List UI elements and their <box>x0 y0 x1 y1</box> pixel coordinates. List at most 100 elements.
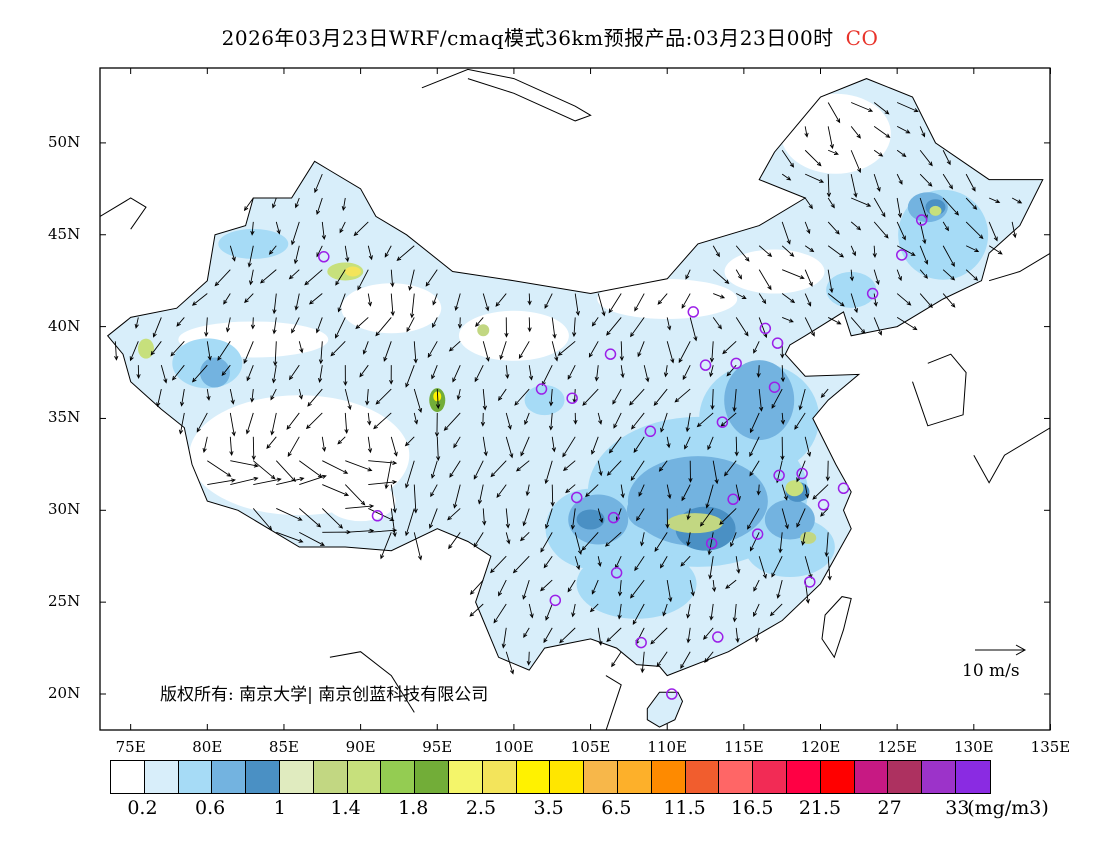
wind-arrow <box>337 436 346 445</box>
wind-arrow <box>293 245 300 265</box>
colorbar-swatch <box>516 761 551 793</box>
wind-arrow <box>896 125 911 134</box>
wind-arrow <box>229 388 235 405</box>
wind-arrow <box>919 269 929 279</box>
wind-arrow <box>707 436 714 451</box>
coastline <box>100 197 147 230</box>
wind-arrow <box>896 149 907 158</box>
colorbar-label: 0.6 <box>195 797 226 819</box>
wind-arrow <box>712 245 720 258</box>
wind-arrow <box>299 460 323 478</box>
colorbar-label: 27 <box>877 797 902 819</box>
wind-arrow <box>781 245 795 257</box>
wind-arrow <box>824 532 829 558</box>
colorbar-swatch <box>685 761 720 793</box>
map-frame <box>99 67 1051 731</box>
wind-arrow <box>872 245 877 258</box>
colorbar-swatch <box>178 761 213 793</box>
wind-arrow <box>620 365 625 379</box>
wind-arrow <box>685 269 691 280</box>
wind-arrow <box>684 436 691 450</box>
wind-arrow <box>588 341 599 358</box>
wind-arrow <box>873 221 889 239</box>
wind-arrow <box>245 412 254 435</box>
wind-arrow <box>630 460 645 482</box>
wind-arrow <box>365 389 370 406</box>
wind-arrow <box>850 174 858 198</box>
copyright-credit: 版权所有: 南京大学| 南京创蓝科技有限公司 <box>160 685 489 705</box>
wind-arrow <box>191 293 208 306</box>
wind-arrow <box>431 365 438 380</box>
wind-arrow <box>680 555 691 567</box>
wind-arrow <box>707 532 714 556</box>
wind-arrow <box>355 317 369 330</box>
wind-arrow <box>259 269 277 284</box>
wind-arrow <box>896 293 912 306</box>
wind-arrow <box>343 365 348 387</box>
wind-arrow <box>453 484 461 509</box>
wind-arrow <box>749 460 760 477</box>
wind-arrow <box>413 412 419 425</box>
wind-arrow <box>769 603 783 617</box>
wind-arrow <box>632 603 645 626</box>
wind-arrow <box>543 627 553 644</box>
wind-arrow <box>965 269 979 281</box>
lon-label: 105E <box>570 738 611 756</box>
wind-arrow <box>919 173 933 187</box>
wind-arrow <box>250 389 255 403</box>
wind-arrow <box>781 508 789 530</box>
wind-arrow <box>191 364 208 383</box>
wind-arrow <box>638 484 645 497</box>
low-concentration-area <box>458 310 569 361</box>
wind-arrow <box>873 126 891 138</box>
wind-arrow <box>495 293 507 307</box>
surrounding-coastlines <box>100 68 1050 730</box>
wind-arrow <box>827 221 840 235</box>
wind-arrow <box>367 293 372 307</box>
wind-arrow <box>873 197 886 218</box>
wind-arrow <box>804 317 815 337</box>
lat-label: 45N <box>48 224 81 243</box>
wind-arrow <box>850 102 874 112</box>
wind-arrow <box>501 627 507 649</box>
wind-arrow <box>345 504 375 509</box>
wind-arrow <box>150 341 162 356</box>
wind-arrow <box>942 245 955 267</box>
lon-label: 115E <box>724 738 764 756</box>
wind-arrow <box>505 412 512 430</box>
wind-arrow <box>204 317 209 338</box>
wind-arrow <box>613 412 622 429</box>
colorbar-swatch <box>922 761 956 793</box>
wind-arrow <box>550 484 555 507</box>
wind-arrow <box>473 460 484 480</box>
wind-arrow <box>339 221 346 234</box>
wind-arrow <box>330 340 346 357</box>
hotspot <box>800 531 817 544</box>
wind-arrow <box>527 317 532 333</box>
wind-arrow <box>253 460 276 480</box>
lat-label: 25N <box>48 592 81 611</box>
city-marker <box>730 357 742 370</box>
elevated-concentration-area <box>626 490 677 531</box>
city-marker <box>687 306 700 318</box>
reference-vector-arrow <box>975 644 1027 656</box>
wind-arrow <box>896 197 902 219</box>
wind-arrow <box>432 317 438 328</box>
wind-arrow <box>711 580 717 593</box>
elevated-concentration-area <box>199 357 230 388</box>
wind-arrow <box>699 508 714 527</box>
wind-arrow <box>640 532 645 547</box>
wind-arrow <box>758 389 764 412</box>
wind-arrow <box>656 651 668 668</box>
wind-arrow <box>170 340 185 357</box>
colorbar-swatch <box>651 761 686 793</box>
wind-arrow <box>735 627 740 643</box>
wind-arrow <box>335 269 346 286</box>
city-marker <box>666 688 678 700</box>
wind-arrow <box>299 531 325 546</box>
wind-arrow <box>557 340 576 356</box>
hotspot <box>137 338 154 359</box>
wind-arrow <box>965 173 976 192</box>
wind-arrow <box>498 579 507 597</box>
wind-arrow <box>850 221 862 231</box>
